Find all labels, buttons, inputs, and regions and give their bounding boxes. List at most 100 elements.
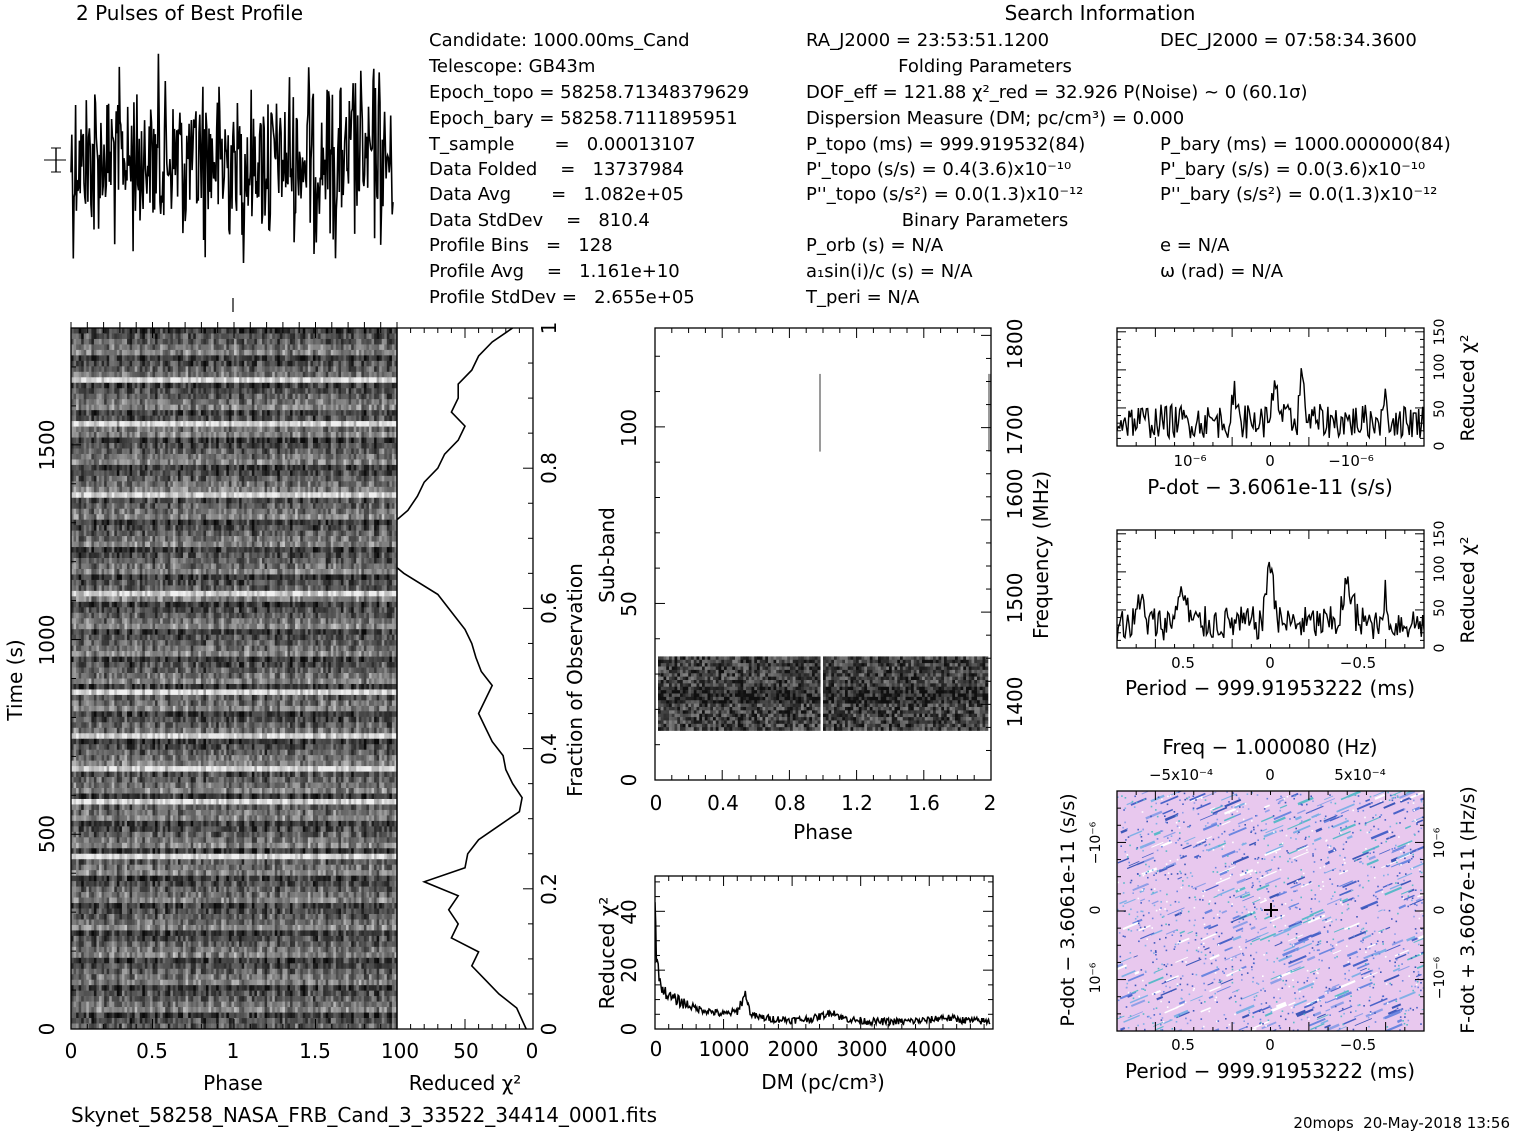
heatmap-cell xyxy=(99,360,102,367)
heatmap-cell xyxy=(180,426,184,433)
heatmap-cell xyxy=(147,426,151,433)
heatmap-cell xyxy=(333,519,337,526)
heatmap-cell xyxy=(272,443,276,449)
heatmap-cell xyxy=(111,355,115,362)
heatmap-cell xyxy=(114,404,118,411)
heatmap-cell xyxy=(231,355,235,362)
heatmap-cell xyxy=(111,360,115,367)
heatmap-cell xyxy=(218,360,222,367)
heatmap-cell xyxy=(216,388,220,395)
heatmap-cell xyxy=(264,349,268,356)
heatmap-cell xyxy=(376,475,380,482)
heatmap-cell xyxy=(236,410,240,416)
heatmap-cell xyxy=(246,525,250,531)
heatmap-cell xyxy=(259,349,263,356)
heatmap-cell xyxy=(193,464,197,471)
heatmap-cell xyxy=(160,388,163,395)
heatmap-cell xyxy=(149,525,153,531)
heatmap-cell xyxy=(223,525,227,531)
heatmap-cell xyxy=(356,388,360,395)
heatmap-cell xyxy=(198,432,202,438)
heatmap-cell xyxy=(287,486,291,493)
heatmap-cell xyxy=(216,470,220,477)
heatmap-cell xyxy=(366,503,370,510)
heatmap-cell xyxy=(320,421,324,427)
heatmap-cell xyxy=(371,432,375,438)
heatmap-cell xyxy=(211,399,214,405)
heatmap-cell xyxy=(236,333,240,340)
heatmap-cell xyxy=(340,338,344,345)
heatmap-cell xyxy=(358,514,362,520)
heatmap-cell xyxy=(114,448,118,455)
info-pddtopo: P''_topo (s/s²) = 0.0(1.3)x10⁻¹² xyxy=(806,184,1083,205)
heatmap-cell xyxy=(394,404,397,411)
heatmap-cell xyxy=(236,349,240,356)
heatmap-cell xyxy=(323,486,326,493)
heatmap-cell xyxy=(272,503,276,510)
heatmap-cell xyxy=(277,503,281,510)
heatmap-cell xyxy=(346,459,349,466)
heatmap-cell xyxy=(152,432,156,438)
heatmap-cell xyxy=(155,519,158,526)
heatmap-cell xyxy=(346,349,349,356)
heatmap-cell xyxy=(134,432,138,438)
heatmap-cell xyxy=(119,525,123,531)
heatmap-cell xyxy=(76,497,79,504)
heatmap-cell xyxy=(340,382,344,389)
heatmap-cell xyxy=(137,371,141,378)
heatmap-cell xyxy=(274,475,278,482)
heatmap-cell xyxy=(254,404,258,411)
heatmap-cell xyxy=(71,530,74,537)
heatmap-cell xyxy=(346,492,349,499)
heatmap-cell xyxy=(149,475,153,482)
heatmap-cell xyxy=(167,333,171,340)
heatmap-cell xyxy=(279,497,283,504)
heatmap-cell xyxy=(129,503,133,510)
heatmap-cell xyxy=(86,525,90,531)
heatmap-cell xyxy=(221,497,225,504)
heatmap-cell xyxy=(356,410,360,416)
heatmap-cell xyxy=(394,333,397,340)
heatmap-cell xyxy=(267,514,270,520)
heatmap-cell xyxy=(170,514,174,520)
heatmap-cell xyxy=(83,426,87,433)
heatmap-cell xyxy=(259,388,263,395)
heatmap-cell xyxy=(175,333,179,340)
heatmap-cell xyxy=(302,333,306,340)
heatmap-cell xyxy=(264,333,268,340)
heatmap-cell xyxy=(99,530,102,537)
heatmap-cell xyxy=(155,492,158,499)
heatmap-cell xyxy=(149,421,153,427)
heatmap-cell xyxy=(269,338,273,345)
heatmap-cell xyxy=(205,492,209,499)
heatmap-cell xyxy=(165,404,169,411)
heatmap-cell xyxy=(226,399,230,405)
heatmap-cell xyxy=(185,503,189,510)
heatmap-cell xyxy=(172,443,176,449)
heatmap-cell xyxy=(277,410,281,416)
heatmap-cell xyxy=(165,448,169,455)
heatmap-cell xyxy=(300,497,304,504)
heatmap-cell xyxy=(109,503,113,510)
heatmap-cell xyxy=(254,432,258,438)
heatmap-cell xyxy=(323,519,326,526)
heatmap-cell xyxy=(183,443,186,449)
heatmap-cell xyxy=(330,475,334,482)
heatmap-cell xyxy=(279,404,283,411)
heatmap-cell xyxy=(368,459,372,466)
heatmap-cell xyxy=(267,448,270,455)
heatmap-cell xyxy=(73,415,77,422)
heatmap-cell xyxy=(277,382,281,389)
heatmap-cell xyxy=(160,333,163,340)
heatmap-cell xyxy=(91,399,95,405)
heatmap-cell xyxy=(269,459,273,466)
heatmap-cell xyxy=(381,443,385,449)
heatmap-cell xyxy=(88,377,92,384)
heatmap-cell xyxy=(279,426,283,433)
heatmap-cell xyxy=(343,459,347,466)
heatmap-cell xyxy=(318,360,321,367)
heatmap-cell xyxy=(78,475,82,482)
heatmap-cell xyxy=(165,415,169,422)
heatmap-cell xyxy=(213,399,217,405)
heatmap-cell xyxy=(267,404,270,411)
